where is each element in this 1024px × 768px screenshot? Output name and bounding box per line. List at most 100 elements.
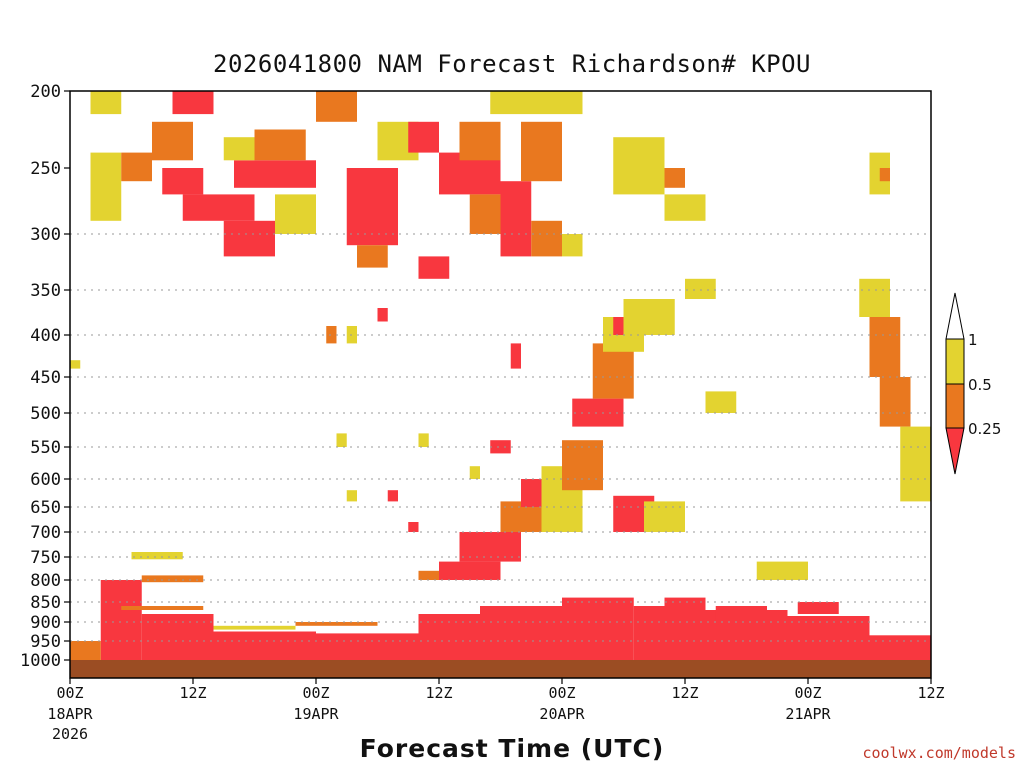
data-cell xyxy=(490,91,583,115)
data-cell xyxy=(418,433,429,447)
data-cell xyxy=(90,91,122,115)
axes xyxy=(69,90,932,679)
data-cell xyxy=(162,168,204,195)
data-cell xyxy=(664,597,706,614)
data-cell xyxy=(213,625,296,630)
data-cell xyxy=(469,466,480,479)
colorbar: 1 0.5 0.25 xyxy=(945,292,1001,475)
y-tick-label: 800 xyxy=(30,571,61,591)
y-tick-label: 550 xyxy=(30,438,61,458)
data-cell xyxy=(377,308,388,322)
y-tick-label: 200 xyxy=(30,82,61,102)
data-cell xyxy=(346,490,357,502)
data-cell xyxy=(346,168,398,246)
data-cell xyxy=(90,152,122,221)
data-cells xyxy=(70,91,931,660)
data-cell xyxy=(664,168,685,188)
x-tick-date: 20APR xyxy=(539,705,585,723)
y-axis-ticks: 200 250 300 350 400 450 500 550 600 650 700 750 8008… xyxy=(20,82,70,671)
data-cell xyxy=(664,194,706,221)
y-tick-label: 650 xyxy=(30,498,61,518)
y-tick-label: 600 xyxy=(30,470,61,490)
data-cell xyxy=(213,631,316,660)
y-tick-label: 250 xyxy=(30,159,61,179)
data-cell xyxy=(439,561,501,580)
y-tick-label: 450 xyxy=(30,368,61,388)
data-cell xyxy=(613,137,665,195)
data-cell xyxy=(572,398,624,427)
data-cell xyxy=(592,343,634,399)
data-cell xyxy=(182,194,255,221)
colorbar-bin xyxy=(945,383,965,429)
colorbar-label: 0.5 xyxy=(968,376,992,394)
ground-layer xyxy=(70,660,931,678)
y-tick-label: 750 xyxy=(30,548,61,568)
data-cell xyxy=(480,606,562,660)
data-cell xyxy=(797,602,839,614)
data-cell xyxy=(787,616,870,660)
data-cell xyxy=(859,278,890,317)
data-cell xyxy=(900,426,931,502)
data-cell xyxy=(326,326,337,344)
x-tick-label: 00Z xyxy=(548,684,575,702)
data-cell xyxy=(172,91,214,115)
credit-link[interactable]: coolwx.com/models xyxy=(862,744,1016,762)
data-cell xyxy=(408,522,419,532)
data-cell xyxy=(500,181,532,257)
colorbar-bottom-triangle xyxy=(945,427,965,475)
data-cell xyxy=(387,490,398,502)
y-tick-label: 350 xyxy=(30,281,61,301)
data-cell xyxy=(644,501,685,532)
data-cell xyxy=(316,633,419,660)
data-cell xyxy=(223,137,255,161)
data-cell xyxy=(70,360,81,369)
data-cell xyxy=(756,561,808,580)
x-axis-ticks: 00Z 18APR 2026 12Z 00Z 19APR 12Z 00Z 20APR 12Z 00Z… xyxy=(47,678,945,743)
data-cell xyxy=(131,552,183,560)
data-cell xyxy=(418,614,480,660)
data-cell xyxy=(633,606,706,660)
data-cell xyxy=(223,220,275,257)
x-tick-label: 12Z xyxy=(179,684,206,702)
y-tick-label: 1000 xyxy=(20,651,61,671)
data-cell xyxy=(469,194,501,234)
data-cell xyxy=(357,245,388,268)
y-tick-label: 400 xyxy=(30,326,61,346)
data-cell xyxy=(141,575,204,583)
x-tick-label: 00Z xyxy=(56,684,83,702)
data-cell xyxy=(408,121,439,153)
y-tick-label: 900 xyxy=(30,613,61,633)
data-cell xyxy=(490,440,511,454)
plot-frame xyxy=(69,90,932,679)
x-tick-label: 12Z xyxy=(425,684,452,702)
data-cell xyxy=(562,440,603,491)
data-cell xyxy=(459,121,501,161)
data-cell xyxy=(121,606,204,610)
x-tick-label: 12Z xyxy=(917,684,944,702)
y-tick-label: 850 xyxy=(30,593,61,613)
x-tick-date: 21APR xyxy=(785,705,831,723)
data-cell xyxy=(70,641,101,660)
y-tick-label: 300 xyxy=(30,225,61,245)
data-cell xyxy=(336,433,347,447)
data-cell xyxy=(562,234,583,257)
data-cell xyxy=(869,635,931,660)
data-cell xyxy=(141,614,214,660)
data-cell xyxy=(623,299,675,335)
data-cell xyxy=(562,597,634,660)
x-tick-date: 18APR xyxy=(47,705,93,723)
data-cell xyxy=(316,91,357,122)
data-cell xyxy=(510,343,521,369)
data-cell xyxy=(295,622,378,626)
data-cell xyxy=(521,121,562,182)
x-tick-label: 12Z xyxy=(671,684,698,702)
ground-fill xyxy=(70,660,931,678)
data-cell xyxy=(705,391,737,413)
x-axis-label: Forecast Time (UTC) xyxy=(359,734,665,763)
data-cell xyxy=(869,317,901,377)
data-cell xyxy=(100,580,142,660)
data-cell xyxy=(254,129,306,161)
data-cell xyxy=(418,256,450,279)
data-cell xyxy=(152,121,193,161)
